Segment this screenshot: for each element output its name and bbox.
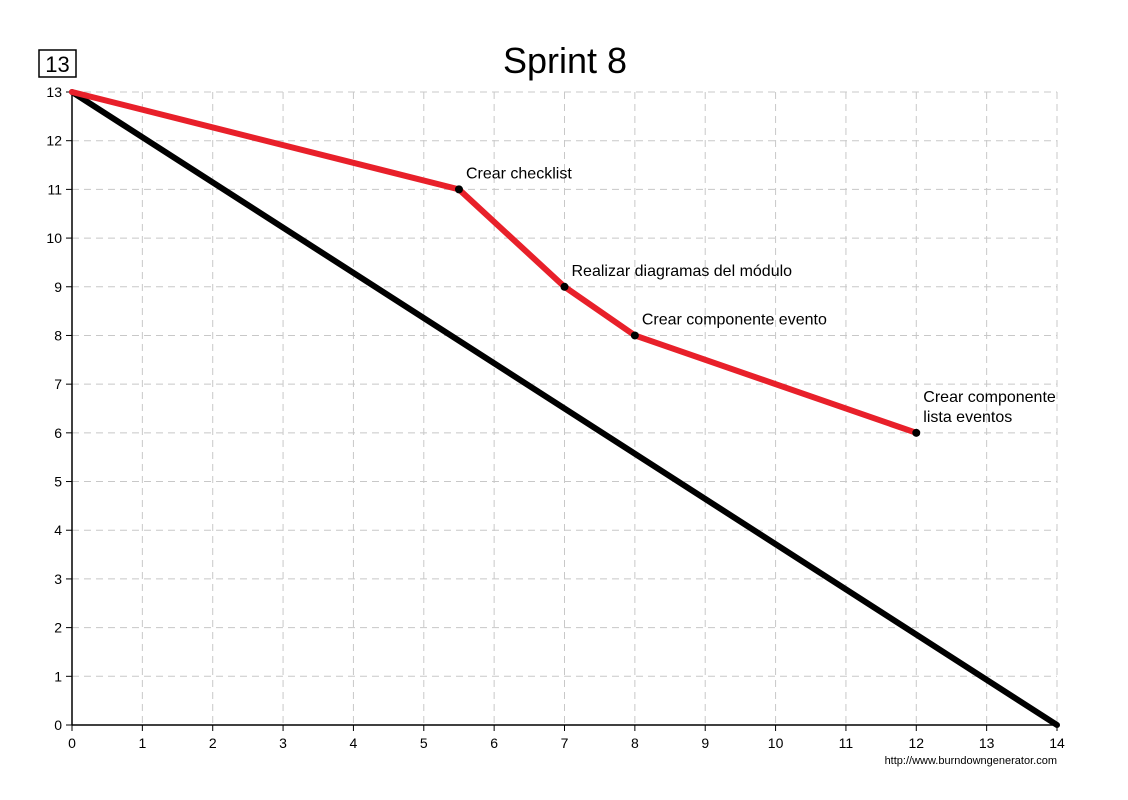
annotation-label: lista eventos [923, 409, 1012, 426]
x-tick-label: 11 [839, 735, 854, 751]
x-tick-label: 0 [68, 735, 76, 751]
x-tick-label: 14 [1049, 735, 1065, 751]
x-tick-label: 8 [631, 735, 639, 751]
annotation-dot [630, 331, 639, 340]
chart-title: Sprint 8 [503, 40, 627, 81]
y-tick-label: 7 [54, 376, 62, 392]
annotation-dot [912, 428, 921, 437]
series-lines [69, 89, 1060, 728]
axes [66, 91, 1058, 731]
annotation-label: Realizar diagramas del módulo [572, 263, 793, 280]
grid [72, 91, 1058, 725]
badge-box [38, 49, 77, 78]
badge-label: 13 [45, 52, 69, 77]
y-tick-label: 9 [54, 279, 62, 295]
y-tick-label: 5 [54, 474, 62, 490]
annotations: Crear checklist Realizar diagramas del mó… [454, 165, 1056, 437]
x-tick-label: 5 [420, 735, 428, 751]
y-tick-label: 11 [47, 181, 62, 197]
annotation-label: Crear checklist [466, 165, 572, 182]
credit-link[interactable]: http://www.burndowngenerator.com [885, 755, 1057, 767]
y-tick-label: 12 [46, 133, 62, 149]
annotation-label: Crear componente [923, 389, 1056, 406]
x-tick-label: 7 [561, 735, 569, 751]
annotation-dot [454, 185, 463, 194]
x-tick-label: 4 [350, 735, 358, 751]
y-tick-label: 1 [54, 668, 62, 684]
annotation-label: Crear componente evento [642, 311, 827, 328]
y-tick-label: 13 [46, 84, 62, 100]
x-tick-label: 3 [279, 735, 287, 751]
y-tick-label: 2 [54, 620, 62, 636]
y-tick-label: 0 [54, 717, 62, 733]
x-tick-label: 6 [490, 735, 498, 751]
x-tick-label: 9 [701, 735, 709, 751]
x-tick-label: 12 [908, 735, 924, 751]
y-tick-label: 10 [46, 230, 62, 246]
y-tick-label: 8 [54, 327, 62, 343]
annotation-dot [560, 282, 569, 291]
y-tick-label: 6 [54, 425, 62, 441]
x-tick-label: 1 [138, 735, 146, 751]
x-tick-label: 2 [209, 735, 217, 751]
ideal-burndown-line [69, 89, 1060, 728]
y-tick-label: 4 [54, 522, 62, 538]
x-tick-label: 13 [979, 735, 995, 751]
y-tick-label: 3 [54, 571, 62, 587]
x-tick-label: 10 [768, 735, 784, 751]
